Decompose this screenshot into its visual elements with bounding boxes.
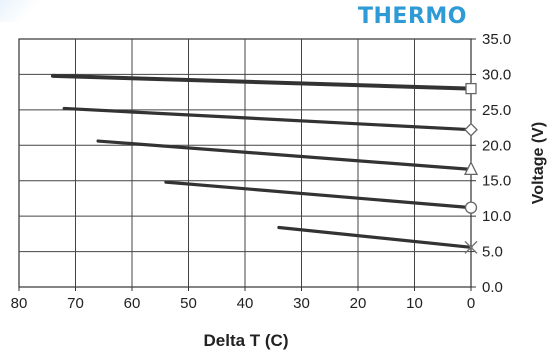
x-tick-label: 50 (180, 295, 197, 312)
x-tick-label: 70 (67, 295, 84, 312)
series-line-square (50, 73, 473, 91)
y-tick-label: 35.0 (482, 31, 511, 48)
x-tick-label: 80 (11, 295, 28, 312)
series-line-triangle (96, 139, 473, 171)
marker-triangle (463, 160, 479, 176)
x-tick-label: 0 (467, 295, 475, 312)
x-tick-label: 40 (237, 295, 254, 312)
y-tick-label: 25.0 (482, 102, 511, 119)
x-axis-label: Delta T (C) (204, 331, 289, 350)
y-tick-label: 5.0 (482, 244, 503, 261)
series-line-x (277, 225, 473, 249)
series-markers (463, 82, 479, 254)
brand-logo: THERMO (358, 4, 467, 29)
y-tick-label: 0.0 (482, 279, 503, 296)
y-axis-label: Voltage (V) (530, 122, 547, 204)
series-line-diamond (62, 106, 473, 132)
y-tick-label: 10.0 (482, 208, 511, 225)
marker-diamond (464, 122, 478, 137)
series-line-circle (164, 180, 473, 210)
x-tick-label: 60 (124, 295, 141, 312)
series-lines (50, 73, 473, 249)
marker-x (464, 240, 478, 254)
x-tick-label: 30 (293, 295, 310, 312)
x-tick-label: 10 (406, 295, 423, 312)
corner-decoration (0, 0, 40, 22)
marker-x-stroke (464, 240, 478, 254)
marker-circle (464, 201, 478, 214)
marker-square (465, 82, 477, 95)
y-tick-label: 20.0 (482, 137, 511, 154)
y-tick-label: 30.0 (482, 66, 511, 83)
tick-labels: 80 70 60 50 40 30 20 10 0 0.0 5.0 10.0 15.0 20.0 25.0 3… (11, 31, 512, 312)
x-tick-label: 20 (350, 295, 367, 312)
y-tick-label: 15.0 (482, 173, 511, 190)
